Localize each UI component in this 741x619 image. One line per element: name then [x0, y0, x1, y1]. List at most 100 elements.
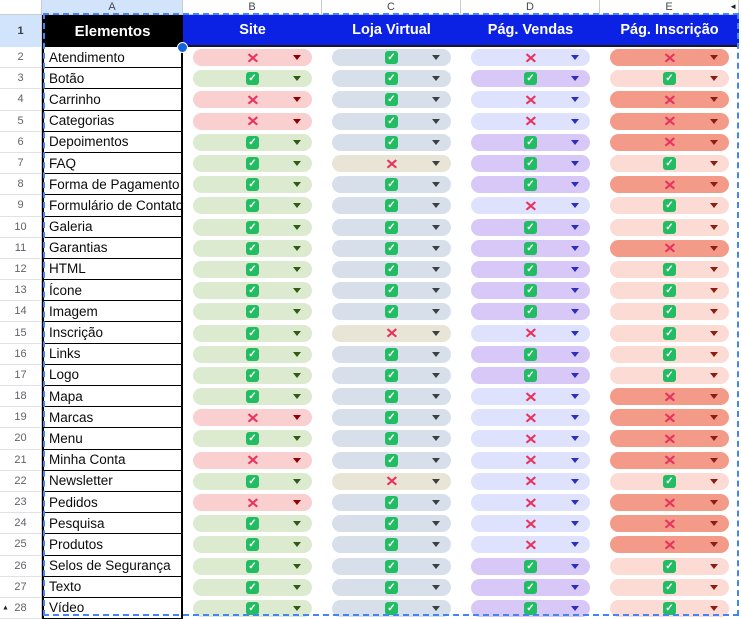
pag-inscricao-dropdown-cell[interactable]: ✓✕: [600, 407, 739, 429]
dropdown-pill[interactable]: ✓✕: [193, 536, 312, 554]
pag-vendas-dropdown-cell[interactable]: ✓✕: [461, 68, 600, 90]
row-number[interactable]: 4: [0, 89, 42, 111]
loja-virtual-dropdown-cell[interactable]: ✓✕: [322, 68, 461, 90]
dropdown-pill[interactable]: ✓✕: [471, 494, 590, 512]
dropdown-arrow-icon[interactable]: [432, 415, 440, 421]
dropdown-pill[interactable]: ✓✕: [610, 324, 729, 342]
loja-virtual-dropdown-cell[interactable]: ✓✕: [322, 407, 461, 429]
dropdown-pill[interactable]: ✓✕: [332, 49, 451, 67]
loja-virtual-dropdown-cell[interactable]: ✓✕: [322, 131, 461, 153]
site-dropdown-cell[interactable]: ✓✕: [183, 449, 322, 471]
dropdown-pill[interactable]: ✓✕: [610, 599, 729, 617]
dropdown-arrow-icon[interactable]: [293, 521, 301, 527]
dropdown-arrow-icon[interactable]: [432, 457, 440, 463]
element-name-cell[interactable]: Atendimento: [42, 47, 183, 69]
dropdown-pill[interactable]: ✓✕: [610, 472, 729, 490]
dropdown-pill[interactable]: ✓✕: [610, 70, 729, 88]
row-number[interactable]: 5: [0, 110, 42, 132]
loja-virtual-dropdown-cell[interactable]: ✓✕: [322, 470, 461, 492]
pag-vendas-dropdown-cell[interactable]: ✓✕: [461, 449, 600, 471]
row-number[interactable]: 18: [0, 386, 42, 408]
dropdown-arrow-icon[interactable]: [432, 394, 440, 400]
pag-inscricao-dropdown-cell[interactable]: ✓✕: [600, 364, 739, 386]
dropdown-pill[interactable]: ✓✕: [471, 70, 590, 88]
hidden-rows-indicator-icon[interactable]: ▲: [2, 604, 9, 612]
hidden-columns-indicator-icon[interactable]: ◄: [729, 2, 737, 11]
dropdown-arrow-icon[interactable]: [710, 266, 718, 272]
dropdown-arrow-icon[interactable]: [432, 266, 440, 272]
dropdown-arrow-icon[interactable]: [710, 605, 718, 611]
dropdown-arrow-icon[interactable]: [571, 605, 579, 611]
dropdown-arrow-icon[interactable]: [571, 500, 579, 506]
dropdown-arrow-icon[interactable]: [293, 55, 301, 61]
dropdown-pill[interactable]: ✓✕: [610, 494, 729, 512]
dropdown-arrow-icon[interactable]: [571, 478, 579, 484]
dropdown-pill[interactable]: ✓✕: [471, 451, 590, 469]
dropdown-arrow-icon[interactable]: [432, 118, 440, 124]
dropdown-arrow-icon[interactable]: [293, 203, 301, 209]
dropdown-pill[interactable]: ✓✕: [193, 472, 312, 490]
dropdown-pill[interactable]: ✓✕: [471, 536, 590, 554]
dropdown-arrow-icon[interactable]: [710, 76, 718, 82]
dropdown-arrow-icon[interactable]: [710, 245, 718, 251]
row-number[interactable]: ▲ 28: [0, 597, 42, 619]
pag-vendas-dropdown-cell[interactable]: ✓✕: [461, 216, 600, 238]
pag-inscricao-dropdown-cell[interactable]: ✓✕: [600, 174, 739, 196]
element-name-cell[interactable]: Carrinho: [42, 89, 183, 111]
dropdown-arrow-icon[interactable]: [571, 118, 579, 124]
dropdown-arrow-icon[interactable]: [432, 203, 440, 209]
dropdown-arrow-icon[interactable]: [710, 118, 718, 124]
dropdown-pill[interactable]: ✓✕: [610, 239, 729, 257]
pag-vendas-dropdown-cell[interactable]: ✓✕: [461, 386, 600, 408]
dropdown-pill[interactable]: ✓✕: [193, 239, 312, 257]
pag-inscricao-dropdown-cell[interactable]: ✓✕: [600, 47, 739, 69]
dropdown-arrow-icon[interactable]: [571, 139, 579, 145]
site-header-cell[interactable]: Site: [183, 15, 322, 47]
loja-virtual-dropdown-cell[interactable]: ✓✕: [322, 428, 461, 450]
element-name-cell[interactable]: Pesquisa: [42, 513, 183, 535]
dropdown-arrow-icon[interactable]: [571, 224, 579, 230]
dropdown-arrow-icon[interactable]: [710, 563, 718, 569]
element-name-cell[interactable]: Marcas: [42, 407, 183, 429]
site-dropdown-cell[interactable]: ✓✕: [183, 470, 322, 492]
dropdown-pill[interactable]: ✓✕: [471, 282, 590, 300]
row-number[interactable]: 20: [0, 428, 42, 450]
dropdown-arrow-icon[interactable]: [571, 415, 579, 421]
site-dropdown-cell[interactable]: ✓✕: [183, 110, 322, 132]
dropdown-pill[interactable]: ✓✕: [332, 176, 451, 194]
site-dropdown-cell[interactable]: ✓✕: [183, 195, 322, 217]
dropdown-pill[interactable]: ✓✕: [193, 451, 312, 469]
row-number[interactable]: 8: [0, 174, 42, 196]
dropdown-pill[interactable]: ✓✕: [332, 70, 451, 88]
dropdown-arrow-icon[interactable]: [432, 161, 440, 167]
dropdown-arrow-icon[interactable]: [571, 457, 579, 463]
dropdown-pill[interactable]: ✓✕: [471, 49, 590, 67]
pag-inscricao-dropdown-cell[interactable]: ✓✕: [600, 68, 739, 90]
pag-inscricao-dropdown-cell[interactable]: ✓✕: [600, 386, 739, 408]
row-number[interactable]: 2: [0, 47, 42, 69]
pag-vendas-dropdown-cell[interactable]: ✓✕: [461, 470, 600, 492]
pag-inscricao-dropdown-cell[interactable]: ✓✕: [600, 534, 739, 556]
dropdown-pill[interactable]: ✓✕: [193, 409, 312, 427]
dropdown-pill[interactable]: ✓✕: [193, 430, 312, 448]
pag-inscricao-dropdown-cell[interactable]: ✓✕: [600, 110, 739, 132]
dropdown-pill[interactable]: ✓✕: [610, 133, 729, 151]
loja-virtual-dropdown-cell[interactable]: ✓✕: [322, 555, 461, 577]
dropdown-arrow-icon[interactable]: [293, 500, 301, 506]
dropdown-arrow-icon[interactable]: [432, 436, 440, 442]
row-number[interactable]: 25: [0, 534, 42, 556]
loja-virtual-dropdown-cell[interactable]: ✓✕: [322, 491, 461, 514]
site-dropdown-cell[interactable]: ✓✕: [183, 258, 322, 281]
dropdown-pill[interactable]: ✓✕: [471, 472, 590, 490]
dropdown-arrow-icon[interactable]: [293, 394, 301, 400]
dropdown-arrow-icon[interactable]: [710, 521, 718, 527]
dropdown-arrow-icon[interactable]: [571, 266, 579, 272]
dropdown-pill[interactable]: ✓✕: [610, 260, 729, 278]
site-dropdown-cell[interactable]: ✓✕: [183, 513, 322, 535]
pag-vendas-dropdown-cell[interactable]: ✓✕: [461, 491, 600, 514]
dropdown-pill[interactable]: ✓✕: [193, 133, 312, 151]
row-number[interactable]: 6: [0, 131, 42, 153]
element-name-cell[interactable]: Newsletter: [42, 470, 183, 492]
pag-inscricao-header-cell[interactable]: Pág. Inscrição: [600, 15, 739, 47]
dropdown-arrow-icon[interactable]: [710, 394, 718, 400]
